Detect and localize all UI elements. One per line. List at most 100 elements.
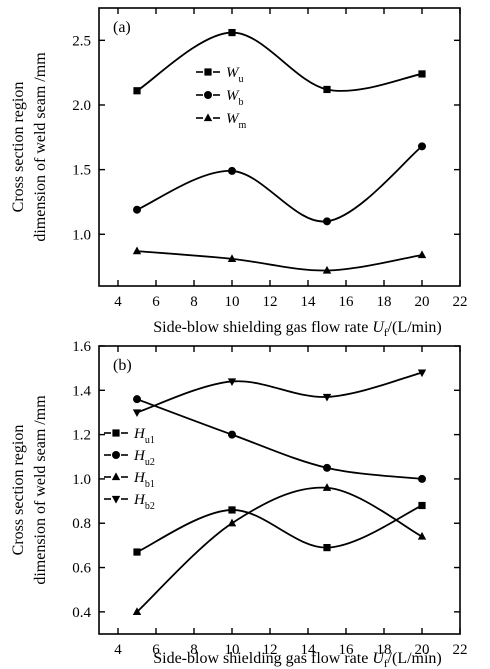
data-point-Wm	[132, 246, 142, 255]
legend-label: Hb1	[133, 470, 155, 490]
x-tick-label: 12	[263, 294, 278, 310]
data-point-Hb2	[132, 409, 142, 418]
y-tick-label: 2.5	[72, 33, 91, 49]
x-tick-label: 4	[114, 294, 122, 310]
data-point-Hb2	[322, 393, 332, 402]
data-point-Hu1	[418, 501, 426, 510]
data-point-Hu1	[133, 548, 141, 556]
data-point-Hu1	[323, 544, 331, 552]
data-point-Hb1	[417, 531, 427, 540]
legend-marker	[112, 429, 120, 437]
legend-marker	[204, 91, 212, 99]
legend-label: Wm	[226, 111, 247, 131]
legend-label-sub: b1	[145, 479, 155, 490]
data-point-Wb	[133, 205, 141, 214]
data-point-Hb1	[132, 607, 142, 615]
x-tick-label: 6	[152, 642, 160, 658]
x-axis-title-sub: f	[384, 658, 388, 669]
legend-marker	[203, 113, 213, 122]
data-point-Wb	[323, 217, 331, 226]
x-tick-label: 8	[190, 294, 198, 310]
legend-label: Hu1	[133, 426, 155, 446]
y-axis-title-line: Cross section region	[10, 82, 27, 213]
legend-marker	[112, 451, 120, 459]
x-axis-title-sub: f	[384, 327, 388, 339]
y-tick-label: 0.8	[72, 516, 91, 532]
x-axis-title-unit: /(L/min)	[388, 650, 442, 667]
data-point-Wb	[228, 166, 236, 175]
legend-label: Wu	[226, 65, 244, 85]
x-tick-label: 4	[114, 642, 122, 658]
data-point-Hu1	[228, 506, 236, 514]
x-tick-label: 18	[377, 642, 392, 658]
series-line-Wm	[136, 250, 423, 272]
data-point-Wu	[133, 87, 141, 95]
y-tick-label: 1.4	[72, 383, 91, 399]
y-tick-label: 2.0	[72, 98, 91, 114]
legend-label-sub: m	[239, 120, 247, 131]
series-line-Hb2	[136, 371, 423, 414]
x-tick-label: 14	[301, 642, 317, 658]
x-tick-label: 16	[339, 294, 355, 310]
y-tick-label: 1.0	[72, 227, 91, 243]
legend-label-sub: u2	[145, 457, 155, 468]
y-tick-label: 1.0	[72, 472, 91, 488]
legend-label: Wb	[226, 88, 244, 108]
data-point-Hb2	[417, 369, 427, 378]
x-tick-label: 8	[190, 642, 198, 658]
data-point-Hu2	[133, 395, 141, 404]
series-line-Wu	[136, 31, 423, 92]
x-axis-title-var: U	[372, 319, 385, 336]
x-axis-title-main: Side-blow shielding gas flow rate	[153, 650, 372, 667]
data-point-Wm	[227, 254, 237, 262]
x-tick-label: 6	[152, 294, 160, 310]
plot-frame	[98, 345, 461, 635]
legend-label: Hb2	[133, 492, 155, 512]
y-axis-title-line: dimension of weld seam /mm	[32, 395, 49, 585]
legend-marker	[204, 68, 212, 76]
legend-label-var: H	[133, 448, 146, 464]
legend-label-sub: u1	[145, 435, 155, 446]
legend-label-sub: u	[239, 74, 244, 85]
x-tick-label: 20	[415, 294, 430, 310]
data-point-Wu	[323, 85, 331, 94]
legend-label-sub: b	[239, 97, 244, 108]
x-tick-label: 12	[263, 642, 278, 658]
data-point-Wb	[418, 142, 426, 151]
x-tick-label: 22	[453, 294, 468, 310]
x-tick-label: 20	[415, 642, 430, 658]
legend-label-var: H	[133, 426, 146, 442]
series-line-Hb1	[136, 486, 423, 613]
legend-label-var: W	[226, 88, 240, 104]
series-line-Hu2	[136, 398, 423, 480]
x-axis-title: Side-blow shielding gas flow rate Uf/(L/…	[153, 650, 442, 669]
x-tick-label: 10	[225, 642, 240, 658]
panel-tag: (b)	[113, 357, 132, 374]
legend-label-var: W	[226, 65, 240, 81]
legend-label-var: W	[226, 111, 240, 127]
legend-label-sub: b2	[145, 501, 155, 512]
data-point-Wu	[418, 70, 426, 78]
legend-label-var: H	[133, 492, 146, 508]
x-tick-label: 16	[339, 642, 355, 658]
legend-label: Hu2	[133, 448, 155, 468]
y-axis-title-line: dimension of weld seam /mm	[32, 52, 49, 242]
x-axis-title-var: U	[372, 650, 385, 667]
panel-tag: (a)	[113, 19, 131, 36]
data-point-Wm	[417, 250, 427, 259]
y-tick-label: 1.6	[72, 339, 91, 355]
x-tick-label: 22	[453, 642, 468, 658]
data-point-Wm	[322, 265, 332, 274]
data-point-Hb1	[227, 518, 237, 527]
series-line-Hu1	[136, 504, 423, 553]
y-tick-label: 1.2	[72, 428, 91, 444]
x-tick-label: 18	[377, 294, 392, 310]
data-point-Hb1	[322, 483, 332, 491]
chart-panel-b: 4 6 8 10 12 14 16 18 20 22 0.4 0.6 0.8 1.0 1.2 1.4 1.6 (b…	[10, 339, 468, 669]
x-tick-label: 14	[301, 294, 317, 310]
y-tick-label: 0.4	[72, 605, 91, 621]
y-tick-label: 0.6	[72, 561, 91, 577]
chart-panel-a: 4 6 8 10 12 14 16 18 20 22 1.0 1.5 2.0 2.5 (a) Side-blo…	[10, 7, 468, 339]
